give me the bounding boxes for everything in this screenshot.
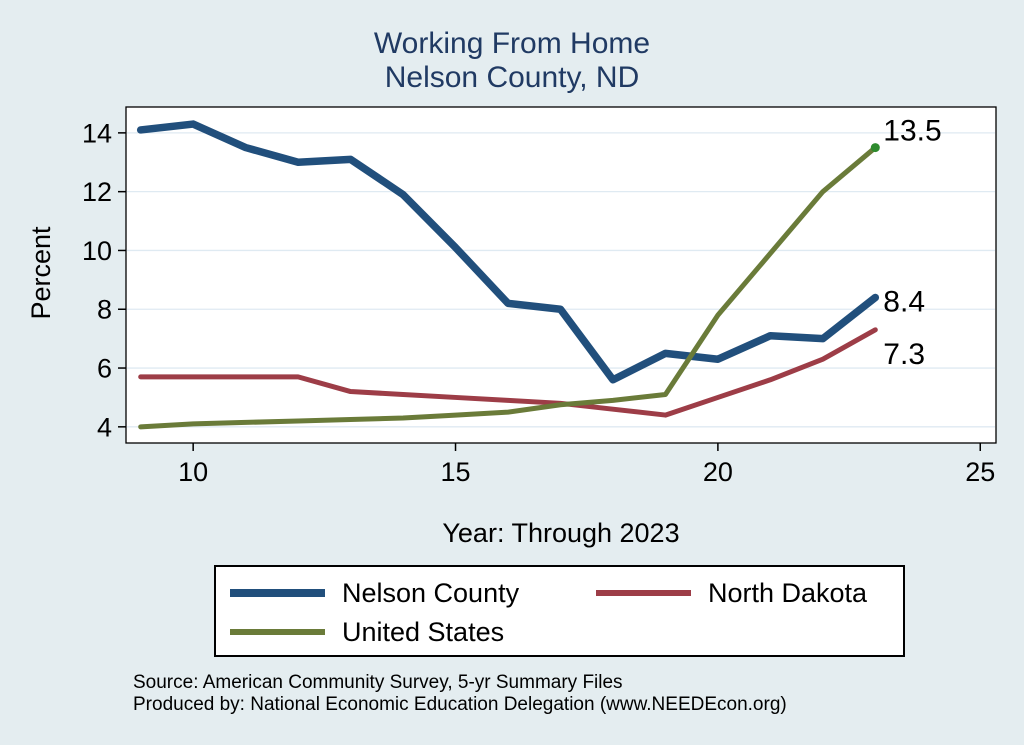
legend-swatch-united-states (230, 629, 325, 635)
legend-item-north-dakota: North Dakota (596, 578, 867, 608)
legend-item-nelson-county: Nelson County (230, 578, 519, 608)
legend-label-nelson-county: Nelson County (342, 577, 520, 608)
x-tick-label-25: 25 (965, 457, 995, 487)
x-tick-label-20: 20 (703, 457, 733, 487)
series-line-north-dakota (138, 327, 878, 418)
end-value-label-united-states: 13.5 (883, 115, 941, 148)
end-value-label-nelson-county: 8.4 (883, 285, 925, 318)
source-block: Source: American Community Survey, 5-yr … (133, 672, 787, 716)
legend-swatch-north-dakota (596, 590, 691, 596)
source-line-2: Produced by: National Economic Education… (133, 694, 787, 715)
y-tick-label-4: 4 (97, 412, 112, 442)
y-axis-title: Percent (26, 226, 56, 320)
chart-title: Working From Home Nelson County, ND (0, 27, 1024, 95)
x-tick-label-10: 10 (178, 457, 208, 487)
end-value-label-north-dakota: 7.3 (883, 338, 925, 371)
y-tick-label-8: 8 (97, 295, 112, 325)
y-tick-label-14: 14 (82, 118, 112, 148)
series-line-united-states (138, 145, 878, 430)
y-tick-label-6: 6 (97, 354, 112, 384)
chart-title-line1: Working From Home (373, 27, 651, 60)
end-marker-united-states (870, 143, 880, 153)
plot-area (125, 106, 997, 444)
chart-title-line2: Nelson County, ND (384, 61, 640, 94)
legend-swatch-nelson-county (230, 589, 325, 597)
x-axis-title: Year: Through 2023 (442, 518, 680, 548)
y-tick-label-10: 10 (82, 236, 112, 266)
legend-label-united-states: United States (342, 616, 505, 647)
y-tick-label-12: 12 (82, 177, 112, 207)
legend-label-north-dakota: North Dakota (708, 577, 868, 608)
series-line-nelson-county (136, 120, 880, 384)
legend-box: Nelson County North Dakota United States (214, 565, 905, 657)
x-tick-label-15: 15 (441, 457, 471, 487)
source-line-1: Source: American Community Survey, 5-yr … (133, 672, 623, 693)
legend-item-united-states: United States (230, 617, 504, 647)
